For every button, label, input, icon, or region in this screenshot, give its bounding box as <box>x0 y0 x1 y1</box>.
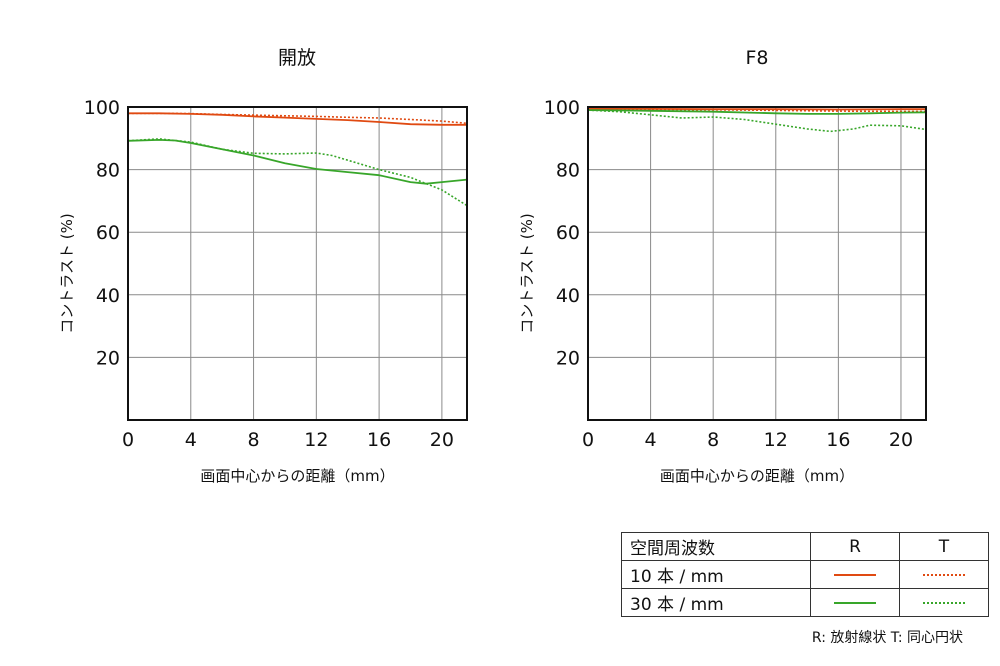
chart1-series-30T <box>587 109 927 133</box>
chart1-series-10T <box>587 108 926 113</box>
chart1-xtick-label: 16 <box>826 429 850 451</box>
chart1-xtick-label: 20 <box>889 429 913 451</box>
chart0-ytick-label: 100 <box>84 97 120 119</box>
chart0-ytick-label: 40 <box>96 285 120 307</box>
chart0-xlabel: 画面中心からの距離（mm） <box>200 467 394 485</box>
chart1-ytick-label: 100 <box>544 97 580 119</box>
chart0-xtick-label: 12 <box>304 429 328 451</box>
chart1-frame <box>587 106 927 421</box>
legend-col-r: R <box>810 532 900 561</box>
chart0-xtick-label: 0 <box>122 429 134 451</box>
chart0-series-10T <box>128 112 468 125</box>
legend-row-30-label: 30 本 / mm <box>621 588 811 617</box>
chart0-title: 開放 <box>278 47 316 69</box>
legend-table: 空間周波数 R T 10 本 / mm 30 本 / mm <box>621 532 989 617</box>
legend-col-t: T <box>899 532 989 561</box>
legend-30-r-swatch <box>834 601 876 604</box>
chart1-xlabel: 画面中心からの距離（mm） <box>660 467 854 485</box>
chart0-xtick-label: 16 <box>367 429 391 451</box>
chart0-ylabel: コントラスト (%) <box>58 213 76 333</box>
chart0-ytick-label: 20 <box>96 347 120 369</box>
chart1-xtick-label: 8 <box>707 429 719 451</box>
chart1-xtick-label: 12 <box>764 429 788 451</box>
legend-30-t-swatch <box>923 601 965 604</box>
chart1-ytick-label: 20 <box>556 347 580 369</box>
legend-10-t-swatch <box>923 573 965 576</box>
chart0-series-30T <box>127 138 468 207</box>
chart0-xtick-label: 20 <box>430 429 454 451</box>
chart0-frame <box>127 106 468 421</box>
legend-row-10-label: 10 本 / mm <box>621 560 811 589</box>
chart0-xtick-label: 8 <box>248 429 260 451</box>
chart1-ylabel: コントラスト (%) <box>518 213 536 333</box>
chart0-ytick-label: 60 <box>96 222 120 244</box>
chart1-xtick-label: 4 <box>645 429 657 451</box>
chart0-series-30R <box>127 138 468 185</box>
chart1-series-10R <box>588 108 926 111</box>
chart1-ytick-label: 80 <box>556 160 580 182</box>
legend-10-r-swatch <box>834 573 876 576</box>
chart1-ytick-label: 40 <box>556 285 580 307</box>
legend-header: 空間周波数 <box>621 532 811 561</box>
legend-note: R: 放射線状 T: 同心円状 <box>811 630 963 646</box>
chart1-xtick-label: 0 <box>582 429 594 451</box>
chart1-title: F8 <box>745 47 768 69</box>
chart0-ytick-label: 80 <box>96 160 120 182</box>
chart1-series-30R <box>587 109 927 115</box>
chart1-ytick-label: 60 <box>556 222 580 244</box>
chart0-xtick-label: 4 <box>185 429 197 451</box>
